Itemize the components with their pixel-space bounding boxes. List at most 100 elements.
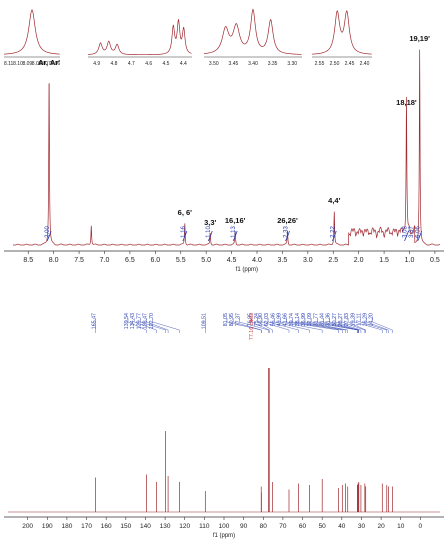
h-tick-label-2.5: 2.5 xyxy=(328,257,338,264)
h-inset-3: 2.55 2.50 2.45 2.40 xyxy=(311,10,372,67)
h-integral-minor: 3.37 xyxy=(409,226,415,238)
h-inset-tick-1-3: 4.6 xyxy=(145,61,152,67)
c-peak-label-5: 122.70 xyxy=(149,313,155,329)
c-axis-label: f1 (ppm) xyxy=(213,533,235,539)
c-tick-label-150: 150 xyxy=(120,523,131,530)
h-inset-tick-0-2: 8.09 xyxy=(22,61,32,67)
c-leader-2 xyxy=(134,318,157,333)
h-inset-tick-2-2: 3.40 xyxy=(248,61,258,67)
h-integral-curve-4 xyxy=(232,230,238,242)
c-tick-label-140: 140 xyxy=(140,523,151,530)
h-inset-tick-2-3: 3.35 xyxy=(268,61,278,67)
h-inset-tick-1-4: 4.5 xyxy=(163,61,170,67)
h-spectrum-trace xyxy=(13,49,441,246)
h-peak-label-7: 18,18' xyxy=(396,98,417,107)
h-tick-label-6.0: 6.0 xyxy=(150,257,160,264)
h-integral-curve-7 xyxy=(404,230,409,242)
h-peak-label-0: Ar, Ar' xyxy=(38,58,60,67)
h-inset-trace-2 xyxy=(203,8,302,55)
c-peak-label-23: 31.36 xyxy=(326,313,332,326)
h-tick-label-4.5: 4.5 xyxy=(227,257,237,264)
c-tick-label-0: 0 xyxy=(419,523,423,530)
h-peak-label-6: 4,4' xyxy=(328,196,340,205)
h-tick-label-3.0: 3.0 xyxy=(303,257,313,264)
c-tick-label-110: 110 xyxy=(199,523,210,530)
c-leader-14 xyxy=(274,318,310,333)
c-leader-30 xyxy=(372,318,393,333)
h-inset-tick-0-4: 8.07 xyxy=(41,61,51,67)
c-peak-label-30: 14.20 xyxy=(369,313,375,326)
h-peak-label-5: 26,26' xyxy=(277,216,298,225)
c-peak-label-17: 39.74 xyxy=(289,313,295,326)
h-inset-tick-0-1: 8.10 xyxy=(13,61,23,67)
h-integral-curve-5 xyxy=(285,230,290,242)
c-peak-label-27: 19.39 xyxy=(350,313,356,326)
c-peak-label-26: 27.83 xyxy=(344,313,350,326)
c-peak-label-25: 28.27 xyxy=(338,313,344,326)
c-leader-18 xyxy=(298,318,346,333)
c-leader-25 xyxy=(341,318,366,333)
c-peak-label-12: 66.90 xyxy=(258,313,264,326)
c-leader-29 xyxy=(366,318,389,333)
c-peak-label-0: 165.47 xyxy=(91,313,97,329)
c-leader-15 xyxy=(280,318,323,333)
h-tick-label-5.0: 5.0 xyxy=(201,257,211,264)
h-peak-label-3: 3,3' xyxy=(204,218,216,227)
c-tick-label-70: 70 xyxy=(279,523,287,530)
h-integral-5: 2.33 xyxy=(284,226,290,238)
c-leader-27 xyxy=(354,318,383,333)
c-peak-label-2: 134.43 xyxy=(130,313,136,329)
c-peak-label-14: 56.46 xyxy=(270,313,276,326)
h-inset-tick-2-1: 3.45 xyxy=(229,61,239,67)
h-inset-tick-1-5: 4.4 xyxy=(180,61,187,67)
c-leader-4 xyxy=(146,318,169,333)
c-tick-label-180: 180 xyxy=(61,523,72,530)
h-tick-label-4.0: 4.0 xyxy=(252,257,262,264)
c-peak-label-16: 41.66 xyxy=(283,313,289,326)
h-inset-trace-1 xyxy=(87,19,192,56)
h-integral-4: 1.13 xyxy=(231,226,237,238)
h-inset-tick-3-0: 2.55 xyxy=(315,61,325,67)
h-tick-label-7.5: 7.5 xyxy=(74,257,84,264)
h-peak-label-4: 16,16' xyxy=(225,216,246,225)
c-leader-5 xyxy=(152,318,180,333)
c-leader-19 xyxy=(304,318,348,333)
c-peak-label-10: 76.95 xyxy=(248,313,254,326)
h-integral-curve-6 xyxy=(331,230,337,242)
c-peak-label-11: 75.24 xyxy=(254,313,260,326)
c-tick-label-30: 30 xyxy=(358,523,366,530)
c-tick-label-80: 80 xyxy=(260,523,268,530)
c-leader-16 xyxy=(286,318,339,333)
h-integral-3: 1.10 xyxy=(206,226,212,238)
h-inset-trace-0 xyxy=(3,9,60,55)
c-leader-12 xyxy=(261,318,290,333)
c-tick-label-40: 40 xyxy=(338,523,346,530)
c-peak-label-3: 129.77 xyxy=(136,313,142,329)
h-inset-0: 8.11 8.10 8.09 8.08 8.07 8.06 xyxy=(3,9,60,67)
c-tick-label-60: 60 xyxy=(299,523,307,530)
c-leader-23 xyxy=(329,318,359,333)
c-peak-label-24: 30.27 xyxy=(332,313,338,326)
h-inset-tick-1-1: 4.8 xyxy=(111,61,118,67)
h-tick-label-2.0: 2.0 xyxy=(354,257,364,264)
c-tick-label-120: 120 xyxy=(179,523,190,530)
h-inset-tick-2-4: 3.30 xyxy=(287,61,297,67)
h-axis-label: f1 (ppm) xyxy=(236,267,258,273)
c-tick-label-100: 100 xyxy=(219,523,230,530)
h-inset-tick-3-2: 2.45 xyxy=(345,61,355,67)
c-peak-label-29: 16.29 xyxy=(363,313,369,326)
h-inset-tick-0-3: 8.08 xyxy=(32,61,42,67)
c-tick-label-130: 130 xyxy=(160,523,171,530)
h-tick-label-6.5: 6.5 xyxy=(125,257,135,264)
c-peak-label-4: 128.47 xyxy=(143,313,149,329)
h-inset-tick-3-3: 2.40 xyxy=(360,61,370,67)
c-leader-28 xyxy=(360,318,387,333)
h-integral-curve-3 xyxy=(207,230,213,242)
h-nmr-spectrum: 8.5 8.0 7.5 7.0 6.5 6.0 5.5 5.0 4.5 4.0 3.5 3.0 2.5 2… xyxy=(3,8,444,273)
h-integral-curve-2 xyxy=(182,230,188,242)
c-peak-label-9: 77.37 xyxy=(235,313,241,326)
h-tick-label-7.0: 7.0 xyxy=(100,257,110,264)
c-peak-label-15: 49.99 xyxy=(276,313,282,326)
